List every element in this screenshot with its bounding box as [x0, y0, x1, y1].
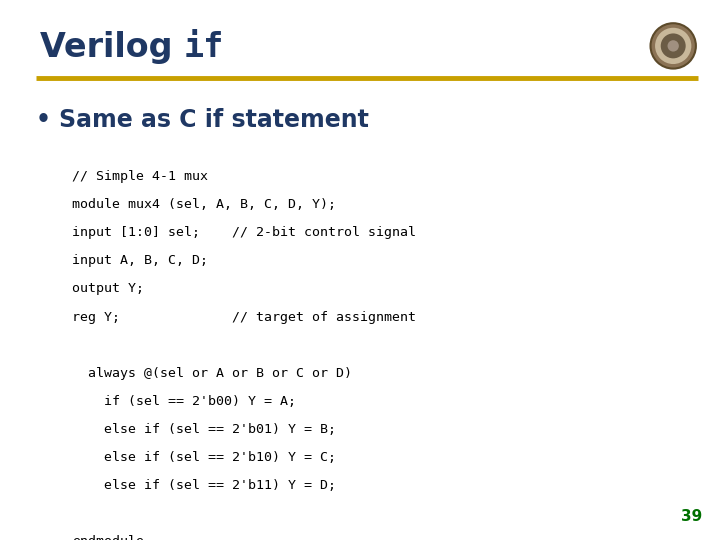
Text: input [1:0] sel;    // 2-bit control signal: input [1:0] sel; // 2-bit control signal: [72, 226, 416, 239]
Text: always @(sel or A or B or C or D): always @(sel or A or B or C or D): [72, 367, 352, 380]
Text: if (sel == 2'b00) Y = A;: if (sel == 2'b00) Y = A;: [72, 395, 296, 408]
Text: // Simple 4-1 mux: // Simple 4-1 mux: [72, 170, 208, 183]
Text: Same as C if statement: Same as C if statement: [59, 108, 369, 132]
Text: else if (sel == 2'b01) Y = B;: else if (sel == 2'b01) Y = B;: [72, 423, 336, 436]
Text: output Y;: output Y;: [72, 282, 144, 295]
Text: Verilog: Verilog: [40, 31, 184, 64]
Text: if: if: [184, 31, 224, 64]
Ellipse shape: [661, 33, 685, 58]
Ellipse shape: [667, 40, 679, 51]
Text: input A, B, C, D;: input A, B, C, D;: [72, 254, 208, 267]
Text: endmodule: endmodule: [72, 535, 144, 540]
Text: 39: 39: [680, 509, 702, 524]
Text: •: •: [36, 108, 51, 132]
Text: module mux4 (sel, A, B, C, D, Y);: module mux4 (sel, A, B, C, D, Y);: [72, 198, 336, 211]
Text: else if (sel == 2'b11) Y = D;: else if (sel == 2'b11) Y = D;: [72, 479, 336, 492]
Text: else if (sel == 2'b10) Y = C;: else if (sel == 2'b10) Y = C;: [72, 451, 336, 464]
Ellipse shape: [651, 23, 696, 69]
Text: reg Y;              // target of assignment: reg Y; // target of assignment: [72, 310, 416, 323]
Ellipse shape: [655, 28, 691, 64]
